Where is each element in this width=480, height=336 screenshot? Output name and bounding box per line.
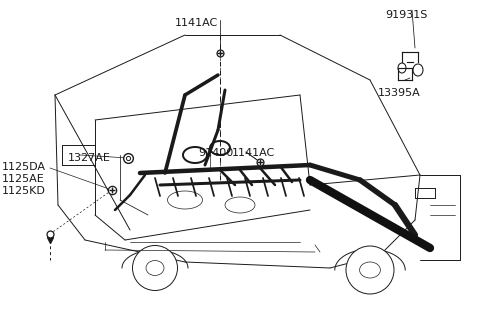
Text: 1141AC: 1141AC xyxy=(175,18,218,28)
Ellipse shape xyxy=(146,260,164,276)
Text: 91400: 91400 xyxy=(198,148,233,158)
Text: 1125AE: 1125AE xyxy=(2,174,45,184)
Text: 91931S: 91931S xyxy=(385,10,427,20)
Text: 13395A: 13395A xyxy=(378,88,421,98)
Text: 1327AE: 1327AE xyxy=(68,153,111,163)
Circle shape xyxy=(132,246,178,291)
Text: 1125KD: 1125KD xyxy=(2,186,46,196)
Circle shape xyxy=(346,246,394,294)
Text: 1125DA: 1125DA xyxy=(2,162,46,172)
Text: 1141AC: 1141AC xyxy=(232,148,275,158)
Ellipse shape xyxy=(360,262,380,278)
